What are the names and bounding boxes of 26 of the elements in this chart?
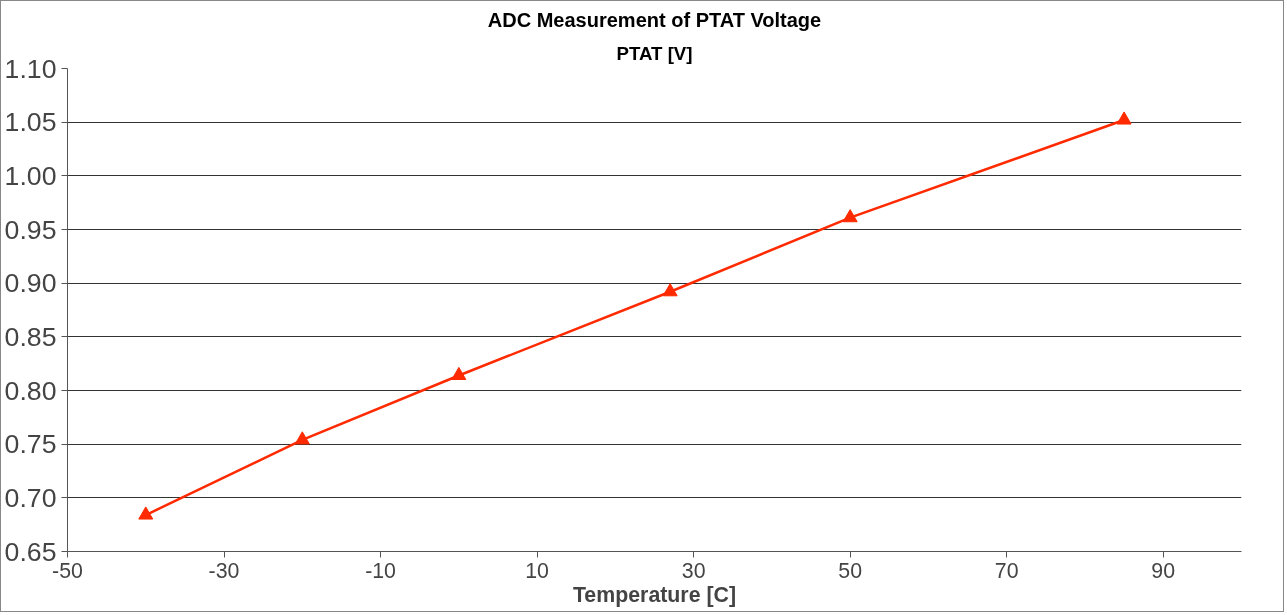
y-tick-label: 0.85 bbox=[4, 321, 57, 352]
y-tick-label: 0.90 bbox=[4, 268, 57, 299]
x-tick-label: -30 bbox=[208, 558, 240, 583]
point bbox=[451, 366, 467, 381]
point bbox=[842, 209, 858, 223]
point bbox=[662, 283, 678, 297]
point bbox=[294, 431, 310, 445]
y-tick-label: 0.95 bbox=[4, 214, 57, 245]
x-tick-label: 30 bbox=[681, 558, 706, 583]
x-tick-label: 10 bbox=[525, 558, 550, 583]
y-tick-label: 0.65 bbox=[4, 536, 57, 567]
x-tick-label: 90 bbox=[1151, 558, 1176, 583]
chart-title: ADC Measurement of PTAT Voltage bbox=[487, 8, 822, 31]
y-tick-label: 1.10 bbox=[4, 53, 57, 84]
y-tick-label: 0.80 bbox=[4, 375, 57, 406]
chart-subtitle: PTAT [V] bbox=[616, 42, 693, 64]
x-axis-title: Temperature [C] bbox=[572, 582, 737, 607]
x-tick-label: 70 bbox=[994, 558, 1019, 583]
x-tick-label: -10 bbox=[365, 558, 397, 583]
y-tick-label: 0.70 bbox=[4, 482, 57, 513]
y-tick-label: 1.00 bbox=[4, 160, 57, 191]
y-tick-label: 1.05 bbox=[4, 107, 57, 138]
point bbox=[138, 506, 154, 520]
y-tick-label: 0.75 bbox=[4, 429, 57, 460]
point bbox=[1116, 111, 1132, 125]
x-tick-label: 50 bbox=[838, 558, 863, 583]
